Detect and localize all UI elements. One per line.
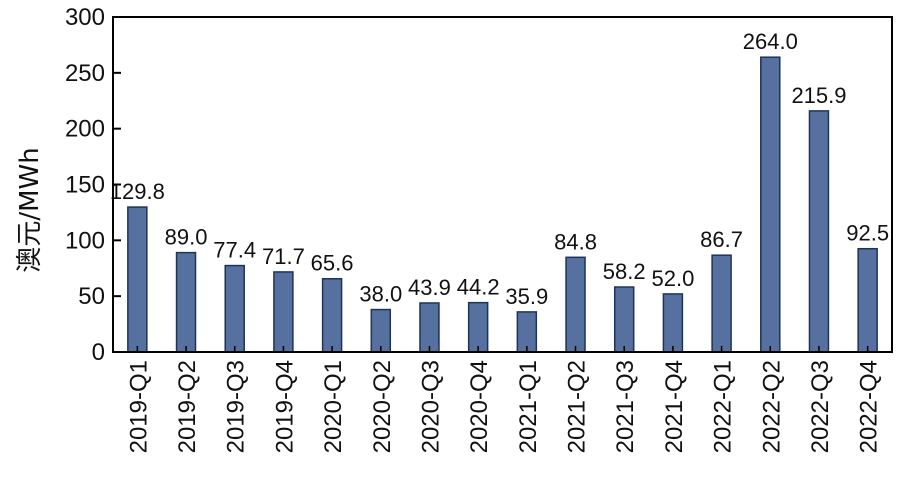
data-label: 35.9: [505, 284, 548, 309]
y-tick-label: 200: [65, 116, 105, 143]
bar: [711, 254, 732, 353]
y-tick-label: 100: [65, 227, 105, 254]
bar: [224, 264, 245, 353]
x-tick-label: 2020-Q2: [369, 360, 396, 453]
x-tick-label: 2019-Q4: [271, 360, 298, 453]
x-tick-label: 2022-Q1: [710, 360, 737, 453]
bar: [565, 256, 586, 353]
x-tick-label: 2021-Q3: [612, 360, 639, 453]
data-label: 84.8: [554, 229, 597, 254]
x-tick-label: 2022-Q2: [758, 360, 785, 453]
x-tick-label: 2021-Q4: [661, 360, 688, 453]
bar: [808, 110, 830, 353]
x-tick-label: 2020-Q1: [320, 360, 347, 453]
bar: [613, 286, 635, 353]
data-label: 52.0: [651, 266, 694, 291]
y-tick-label: 0: [92, 339, 105, 366]
x-tick-label: 2020-Q4: [466, 360, 493, 453]
bar: [419, 302, 440, 353]
data-label: 129.8: [110, 179, 165, 204]
x-tick-label: 2020-Q3: [417, 360, 444, 453]
y-tick-label: 300: [65, 4, 105, 31]
bar: [273, 271, 294, 353]
y-axis-label: 澳元/MWh: [15, 147, 45, 272]
x-tick-label: 2019-Q1: [125, 360, 152, 453]
data-label: 65.6: [311, 251, 354, 276]
y-tick-label: 50: [78, 283, 105, 310]
data-label: 215.9: [791, 83, 846, 108]
bar: [516, 311, 538, 353]
data-label: 92.5: [846, 221, 889, 246]
bars-group: 129.889.077.4 71.7 65.638.0 43.9 44.2 35.9 84.…: [110, 29, 889, 353]
y-tick-label: 150: [65, 172, 105, 199]
bar: [127, 206, 148, 353]
x-tick-label: 2022-Q4: [856, 360, 883, 453]
bar: [857, 247, 878, 353]
data-label: 71.7: [262, 244, 305, 269]
y-tick-label: 250: [65, 60, 105, 87]
data-label: 89.0: [165, 225, 208, 250]
axes-group: 0 50 100 150 200 250 300 2019-Q1 2019-Q2 2019-Q3 2…: [65, 4, 893, 453]
data-label: 38.0: [359, 282, 402, 307]
data-label: 44.2: [457, 275, 500, 300]
data-label: 86.7: [700, 227, 743, 252]
x-tick-label: 2021-Q2: [564, 360, 591, 453]
x-tick-label: 2019-Q3: [223, 360, 250, 453]
data-label: 43.9: [408, 275, 451, 300]
bar: [662, 293, 684, 353]
x-tick-label: 2022-Q3: [807, 360, 834, 453]
data-label: 58.2: [603, 259, 646, 284]
data-label: 77.4: [213, 238, 256, 263]
bar: [175, 251, 197, 353]
bar: [321, 277, 343, 353]
bar: [467, 301, 489, 353]
data-label: 264.0: [743, 29, 798, 54]
bar: [370, 308, 392, 353]
x-tick-label: 2021-Q1: [515, 360, 542, 453]
x-tick-label: 2019-Q2: [174, 360, 201, 453]
bar: [760, 56, 781, 353]
